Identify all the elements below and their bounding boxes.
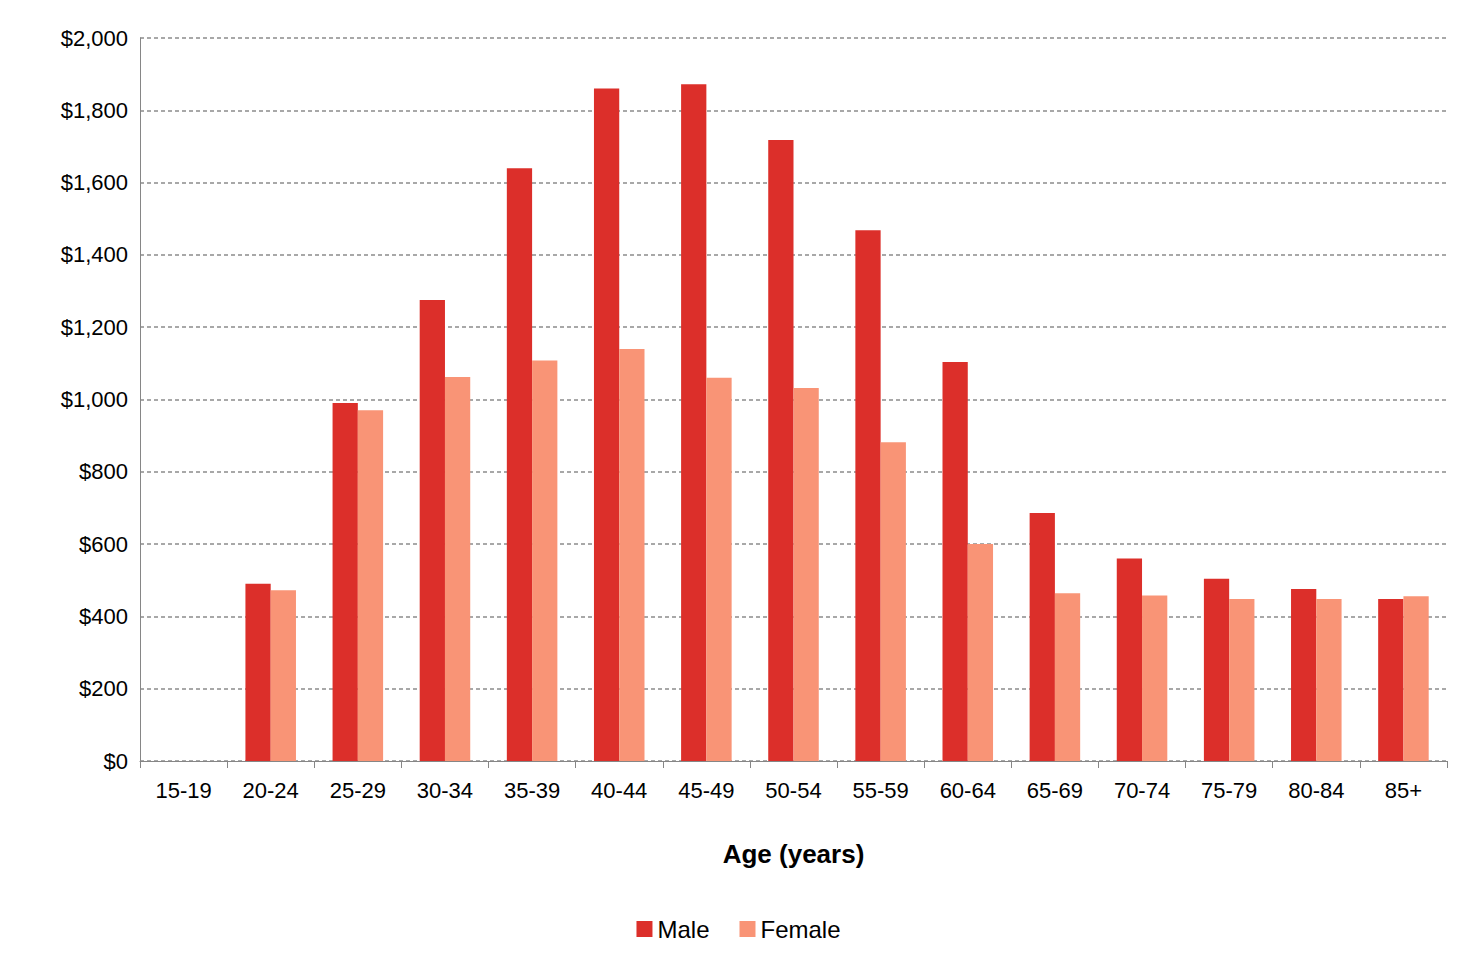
svg-text:65-69: 65-69: [1027, 778, 1083, 803]
svg-text:20-24: 20-24: [243, 778, 299, 803]
svg-text:40-44: 40-44: [591, 778, 647, 803]
svg-text:$1,600: $1,600: [61, 170, 128, 195]
svg-text:75-79: 75-79: [1201, 778, 1257, 803]
svg-text:$1,000: $1,000: [61, 387, 128, 412]
svg-text:$1,800: $1,800: [61, 98, 128, 123]
svg-text:$200: $200: [79, 676, 128, 701]
svg-text:$1,400: $1,400: [61, 242, 128, 267]
svg-text:85+: 85+: [1385, 778, 1422, 803]
svg-text:60-64: 60-64: [940, 778, 996, 803]
svg-text:25-29: 25-29: [330, 778, 386, 803]
svg-text:30-34: 30-34: [417, 778, 473, 803]
svg-text:$600: $600: [79, 532, 128, 557]
svg-text:Male: Male: [657, 916, 709, 943]
svg-text:45-49: 45-49: [678, 778, 734, 803]
svg-text:$1,200: $1,200: [61, 315, 128, 340]
svg-text:80-84: 80-84: [1288, 778, 1344, 803]
svg-text:35-39: 35-39: [504, 778, 560, 803]
svg-text:15-19: 15-19: [155, 778, 211, 803]
svg-text:$2,000: $2,000: [61, 26, 128, 51]
svg-text:$800: $800: [79, 459, 128, 484]
svg-text:50-54: 50-54: [765, 778, 821, 803]
svg-text:55-59: 55-59: [852, 778, 908, 803]
svg-text:$0: $0: [104, 749, 128, 774]
svg-text:Female: Female: [760, 916, 840, 943]
svg-text:Age (years): Age (years): [723, 839, 865, 869]
svg-text:$400: $400: [79, 604, 128, 629]
svg-text:70-74: 70-74: [1114, 778, 1170, 803]
